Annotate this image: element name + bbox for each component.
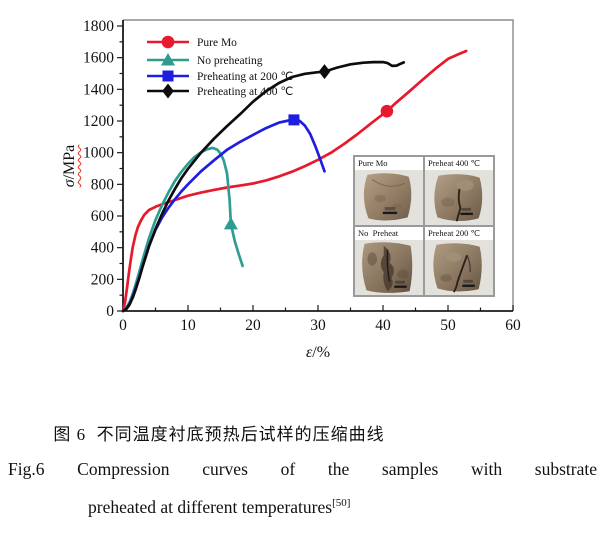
sample-image-pure-mo (363, 173, 412, 221)
scale-text (384, 206, 396, 211)
x-tick-label: 50 (440, 317, 456, 334)
y-tick-label: 1200 (83, 113, 114, 130)
x-tick-label: 40 (375, 317, 391, 334)
sample-photo (355, 240, 423, 295)
inset-panel-preheat-400: Preheat 400 ℃ (424, 156, 494, 226)
legend-label: Pure Mo (197, 37, 237, 49)
x-tick-label: 20 (245, 317, 261, 334)
y-tick-label: 400 (91, 240, 115, 257)
plot-frame (123, 19, 514, 311)
caption-english-line1: Fig.6 Compression curves of the samples … (8, 459, 597, 479)
legend-marker (162, 83, 174, 99)
sample-image-no-preheat (362, 242, 413, 293)
x-tick-label: 10 (180, 317, 196, 334)
curve-0 (121, 49, 468, 313)
legend-label: No preheating (197, 55, 263, 67)
legend-label: Preheating at 200 ℃ (197, 71, 293, 83)
curve-2 (121, 118, 326, 313)
inset-panel-pure-mo: Pure Mo (354, 156, 424, 226)
caption-chinese: 图 6 不同温度衬底预热后试样的压缩曲线 (53, 425, 385, 444)
chart-canvas: 0 10 20 30 40 50 60020040060080010001200140016… (83, 18, 521, 334)
sample-photo (355, 170, 423, 225)
sample-photo (425, 170, 493, 225)
y-tick-label: 0 (106, 303, 114, 320)
y-tick-label: 1600 (83, 50, 114, 67)
y-tick-label: 1000 (83, 145, 114, 162)
compression-chart: 0 10 20 30 40 50 60 0 200 400 600 800 1000 1200 1400 16… (61, 18, 521, 361)
y-axis-title: σ/MPa (61, 144, 78, 188)
y-tick-label: 600 (91, 208, 115, 225)
reference-superscript: [50] (332, 497, 351, 510)
sample-image-preheat-200 (433, 243, 482, 293)
legend-marker (161, 35, 175, 49)
legend-marker (162, 70, 174, 82)
scale-text (461, 207, 471, 211)
curve-marker-0 (380, 104, 394, 118)
x-tick-label: 60 (505, 317, 521, 334)
x-tick-label: 0 (119, 317, 127, 334)
y-tick-label: 1800 (83, 18, 114, 35)
inset-label: Preheat 400 ℃ (425, 157, 493, 170)
scale-bar (382, 211, 398, 215)
y-tick-label: 200 (91, 271, 115, 288)
inset-label: Preheat 200 ℃ (425, 227, 493, 240)
caption-english-line2: preheated at different temperatures[50] (88, 497, 351, 517)
sample-photo (425, 240, 493, 295)
y-tick-label: 1400 (83, 81, 114, 98)
inset-label: Pure Mo (355, 157, 423, 170)
curve-marker-2 (288, 114, 300, 126)
scale-bar (462, 284, 475, 287)
scale-bar (394, 285, 407, 288)
inset-panel-preheat-200: Preheat 200 ℃ (424, 226, 494, 296)
inset-micrographs: Pure Mo Preheat 400 ℃ (353, 155, 495, 297)
scale-bar (460, 212, 473, 216)
legend-marker (161, 53, 175, 66)
inset-label: No Preheat (355, 227, 423, 240)
scale-text (395, 280, 405, 284)
x-axis-title: ε/% (305, 344, 331, 361)
scale-text (463, 279, 473, 283)
legend-label: Preheating at 400 ℃ (197, 86, 293, 98)
curve-marker-3 (318, 64, 331, 80)
inset-panel-no-preheat: No Preheat (354, 226, 424, 296)
misspelled-word: Preheat (372, 228, 399, 238)
x-tick-label: 30 (310, 317, 326, 334)
sample-image-preheat-400 (434, 174, 483, 222)
curve-1 (121, 146, 244, 313)
y-tick-label: 800 (91, 176, 115, 193)
curve-marker-1 (223, 216, 238, 230)
curve-3 (121, 60, 406, 313)
